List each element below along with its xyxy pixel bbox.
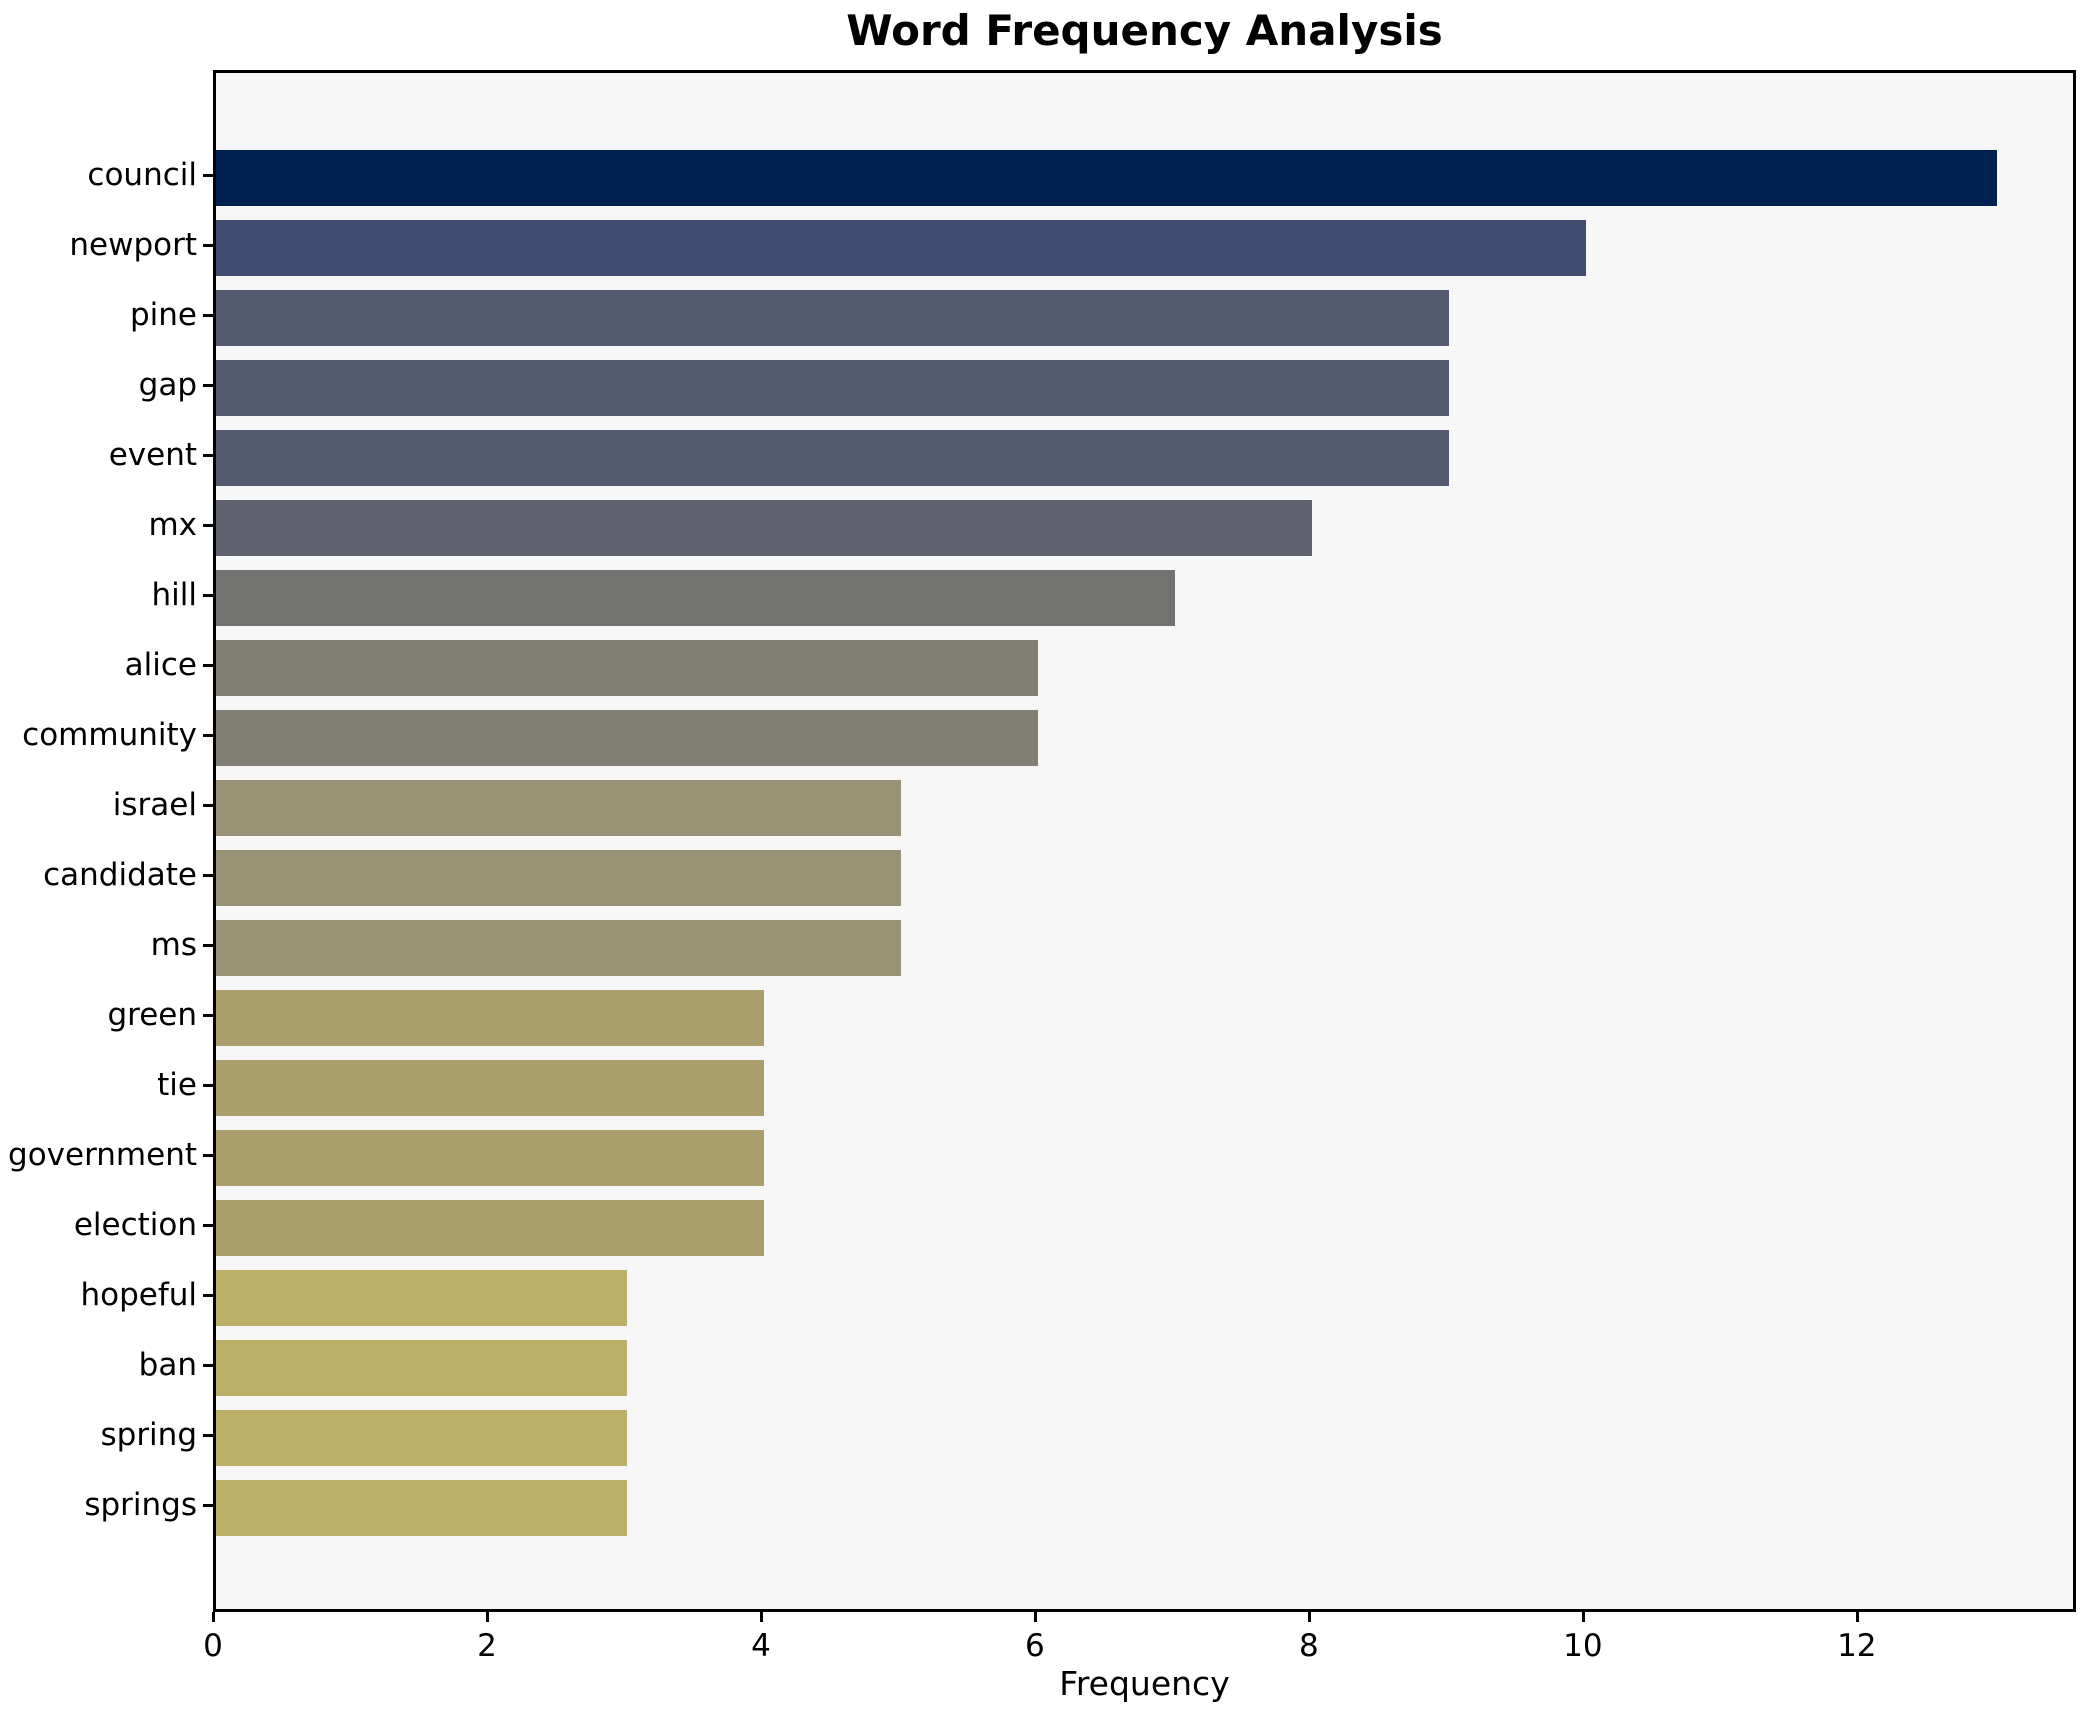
- bar-government: [216, 1130, 764, 1186]
- y-tick-label-green: green: [107, 997, 197, 1033]
- y-tick-label-ms: ms: [150, 927, 197, 963]
- x-tick-label-12: 12: [1837, 1628, 1877, 1664]
- bar-tie: [216, 1060, 764, 1116]
- bar-green: [216, 990, 764, 1046]
- y-tick-mark: [203, 454, 213, 457]
- y-tick-mark: [203, 1224, 213, 1227]
- bar-newport: [216, 220, 1586, 276]
- y-tick-mark: [203, 944, 213, 947]
- y-tick-label-election: election: [73, 1207, 197, 1243]
- bar-event: [216, 430, 1449, 486]
- x-tick-label-2: 2: [477, 1628, 497, 1664]
- y-tick-label-mx: mx: [148, 507, 197, 543]
- bar-mx: [216, 500, 1312, 556]
- y-tick-label-gap: gap: [138, 367, 197, 403]
- bar-election: [216, 1200, 764, 1256]
- y-tick-mark: [203, 594, 213, 597]
- bar-ms: [216, 920, 901, 976]
- y-tick-mark: [203, 314, 213, 317]
- y-tick-mark: [203, 1364, 213, 1367]
- y-tick-mark: [203, 244, 213, 247]
- bar-hopeful: [216, 1270, 627, 1326]
- bar-council: [216, 150, 1997, 206]
- y-tick-label-spring: spring: [100, 1417, 197, 1453]
- bar-candidate: [216, 850, 901, 906]
- y-tick-mark: [203, 384, 213, 387]
- y-tick-label-ban: ban: [138, 1347, 197, 1383]
- y-tick-label-alice: alice: [124, 647, 197, 683]
- x-tick-label-8: 8: [1299, 1628, 1319, 1664]
- y-tick-mark: [203, 804, 213, 807]
- bar-hill: [216, 570, 1175, 626]
- x-tick-label-6: 6: [1025, 1628, 1045, 1664]
- y-tick-label-tie: tie: [157, 1067, 197, 1103]
- y-tick-label-pine: pine: [129, 297, 197, 333]
- bar-israel: [216, 780, 901, 836]
- y-tick-label-government: government: [8, 1137, 197, 1173]
- x-axis-label: Frequency: [1059, 1664, 1230, 1703]
- x-tick-label-4: 4: [751, 1628, 771, 1664]
- y-tick-mark: [203, 1504, 213, 1507]
- x-tick-label-0: 0: [203, 1628, 223, 1664]
- y-tick-mark: [203, 1294, 213, 1297]
- x-tick-mark: [485, 1612, 489, 1622]
- x-tick-mark: [1581, 1612, 1585, 1622]
- plot-area: [213, 70, 2076, 1612]
- y-tick-label-hill: hill: [151, 577, 198, 613]
- y-tick-label-hopeful: hopeful: [80, 1277, 197, 1313]
- y-tick-mark: [203, 1014, 213, 1017]
- y-tick-label-event: event: [108, 437, 197, 473]
- y-tick-mark: [203, 664, 213, 667]
- x-tick-label-10: 10: [1563, 1628, 1603, 1664]
- y-tick-label-israel: israel: [112, 787, 197, 823]
- chart-title: Word Frequency Analysis: [846, 6, 1443, 55]
- bar-spring: [216, 1410, 627, 1466]
- y-tick-label-newport: newport: [69, 227, 197, 263]
- x-tick-mark: [759, 1612, 763, 1622]
- y-tick-mark: [203, 1434, 213, 1437]
- bar-alice: [216, 640, 1038, 696]
- y-tick-mark: [203, 174, 213, 177]
- y-tick-label-community: community: [22, 717, 197, 753]
- y-tick-label-council: council: [87, 157, 197, 193]
- x-tick-mark: [212, 1612, 215, 1622]
- x-tick-mark: [1033, 1612, 1037, 1622]
- y-tick-mark: [203, 1154, 213, 1157]
- y-tick-mark: [203, 524, 213, 527]
- x-tick-mark: [1855, 1612, 1859, 1622]
- y-tick-label-springs: springs: [84, 1487, 197, 1523]
- bar-springs: [216, 1480, 627, 1536]
- bar-gap: [216, 360, 1449, 416]
- y-tick-mark: [203, 1084, 213, 1087]
- y-tick-label-candidate: candidate: [43, 857, 197, 893]
- bar-pine: [216, 290, 1449, 346]
- y-tick-mark: [203, 734, 213, 737]
- bar-ban: [216, 1340, 627, 1396]
- bar-community: [216, 710, 1038, 766]
- x-tick-mark: [1307, 1612, 1311, 1622]
- y-tick-mark: [203, 874, 213, 877]
